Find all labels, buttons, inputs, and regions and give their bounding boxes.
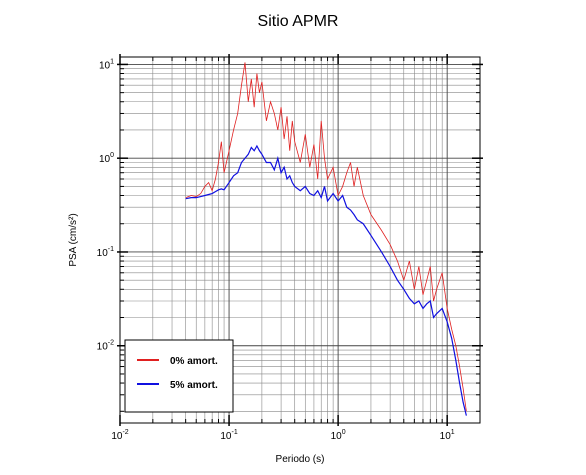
tick-label-base: 10: [220, 431, 232, 442]
tick-label-base: 10: [111, 431, 123, 442]
legend-box: [124, 339, 234, 413]
tick-label: 10-2: [97, 340, 114, 353]
data-line: [185, 62, 467, 412]
chart-title: Sitio APMR: [258, 13, 339, 30]
tick-label: 101: [440, 429, 455, 442]
tick-label-exponent: -2: [122, 429, 128, 436]
tick-label-base: 10: [440, 431, 452, 442]
plot-frame: [119, 56, 481, 424]
tick-label-base: 10: [331, 431, 343, 442]
tick-label: 100: [99, 152, 114, 165]
legend-label: 5% amort.: [170, 380, 218, 391]
data-line: [185, 144, 467, 416]
tick-label: 10-1: [97, 246, 114, 259]
tick-label-exponent: 0: [342, 429, 346, 436]
y-axis-label: PSA (cm/s²): [68, 213, 79, 266]
legend-label: 0% amort.: [170, 356, 218, 367]
tick-label-exponent: -2: [108, 340, 114, 347]
tick-label-base: 10: [97, 342, 109, 353]
x-axis-label: Periodo (s): [276, 454, 325, 465]
tick-label: 10-2: [111, 429, 128, 442]
tick-label-base: 10: [99, 154, 111, 165]
tick-label-exponent: 1: [451, 429, 455, 436]
tick-label-exponent: 0: [110, 152, 114, 159]
tick-label-base: 10: [97, 248, 109, 259]
tick-label: 101: [99, 58, 114, 71]
tick-label: 10-1: [220, 429, 237, 442]
tick-label-base: 10: [99, 60, 111, 71]
tick-label-exponent: -1: [108, 246, 114, 253]
tick-label: 100: [331, 429, 346, 442]
tick-label-exponent: 1: [110, 58, 114, 65]
tick-label-exponent: -1: [232, 429, 238, 436]
